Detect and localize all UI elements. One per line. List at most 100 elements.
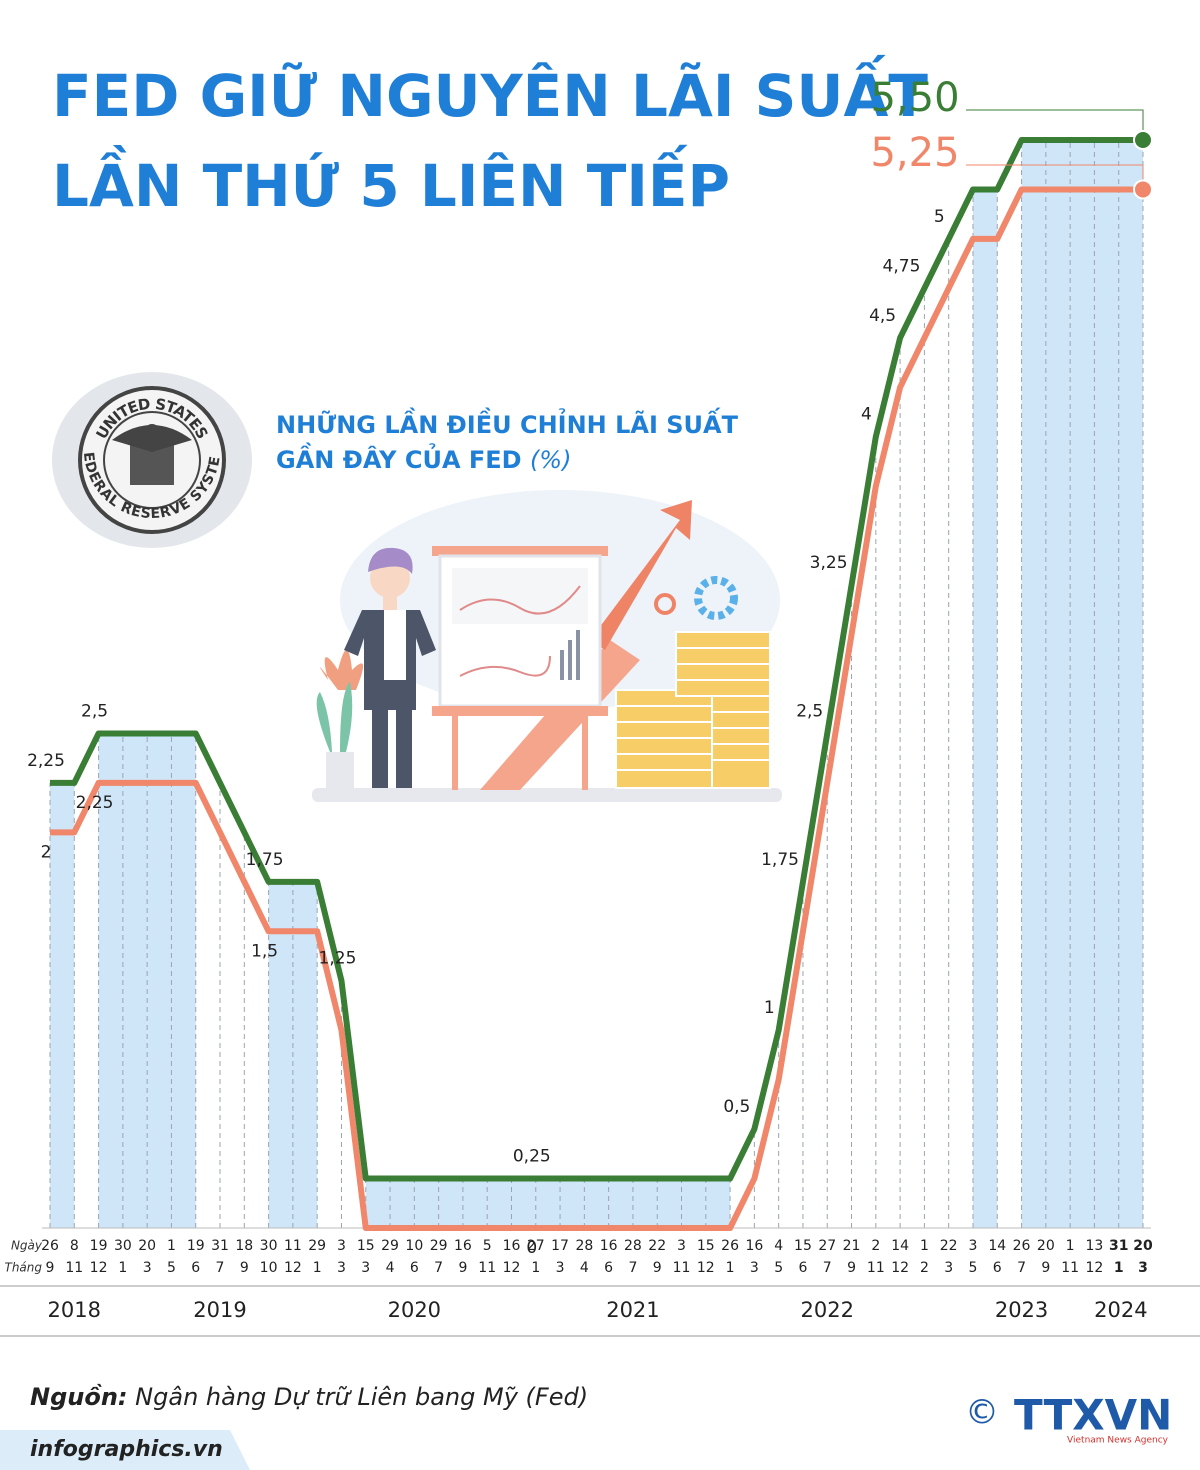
day-label: 8 [70, 1238, 79, 1254]
day-label: 26 [41, 1238, 59, 1254]
rate-band [657, 1178, 682, 1228]
value-label: 4,5 [869, 306, 896, 326]
source-label: Nguồn: [30, 1382, 128, 1411]
source: Nguồn: Ngân hàng Dự trữ Liên bang Mỹ (Fe… [30, 1382, 588, 1411]
month-label: 1 [313, 1260, 322, 1276]
plot: 2,25 2,5 1,75 1,25 0,25 0,5 1 1,75 2,5 3,25 4 4,5 4,… [0, 75, 1200, 1337]
day-label: 18 [235, 1238, 253, 1254]
day-label: 15 [794, 1238, 812, 1254]
rate-band [632, 1178, 658, 1228]
rate-band [511, 1178, 536, 1228]
end-point [1133, 179, 1153, 200]
value-label: 4 [861, 405, 872, 425]
month-label: 1 [1114, 1260, 1124, 1276]
day-label: 10 [405, 1238, 423, 1254]
day-label: 30 [114, 1238, 132, 1254]
value-label: 1,25 [319, 949, 357, 969]
day-label: 5 [483, 1238, 492, 1254]
day-label: 27 [527, 1238, 545, 1254]
copyright: © [965, 1393, 999, 1433]
day-header: Ngày [11, 1239, 43, 1253]
month-label: 1 [531, 1260, 540, 1276]
day-label: 28 [624, 1238, 642, 1254]
month-label: 3 [944, 1260, 953, 1276]
value-label: 5 [934, 207, 945, 227]
month-label: 1 [726, 1260, 735, 1276]
value-label: 0,5 [723, 1097, 750, 1117]
day-label: 29 [430, 1238, 448, 1254]
value-label: 2,5 [81, 701, 108, 721]
day-label: 3 [337, 1238, 346, 1254]
month-label: 7 [216, 1260, 225, 1276]
rate-band [390, 1178, 415, 1228]
subtitle: NHỮNG LẦN ĐIỀU CHỈNH LÃI SUẤT [276, 406, 739, 439]
value-label: 4,75 [883, 256, 921, 276]
year-label: 2023 [995, 1298, 1048, 1322]
site: infographics.vn [30, 1437, 223, 1462]
month-label: 11 [65, 1260, 83, 1276]
month-label: 12 [503, 1260, 521, 1276]
value-label: 1,5 [251, 941, 278, 961]
day-label: 14 [891, 1238, 909, 1254]
end-point [1133, 130, 1153, 150]
day-label: 19 [187, 1238, 205, 1254]
day-label: 22 [940, 1238, 958, 1254]
month-label: 12 [90, 1260, 108, 1276]
rate-band [414, 1178, 439, 1228]
month-label: 9 [458, 1260, 467, 1276]
day-label: 1 [167, 1238, 176, 1254]
rate-band [972, 189, 998, 1228]
month-label: 12 [284, 1260, 302, 1276]
month-label: 6 [993, 1260, 1002, 1276]
day-label: 4 [774, 1238, 783, 1254]
value-label: 2 [41, 842, 52, 862]
day-label: 21 [843, 1238, 861, 1254]
day-label: 14 [988, 1238, 1006, 1254]
rate-band [1021, 140, 1046, 1228]
day-label: 29 [308, 1238, 326, 1254]
month-label: 12 [891, 1260, 909, 1276]
month-label: 2 [920, 1260, 929, 1276]
month-label: 9 [1041, 1260, 1050, 1276]
year-label: 2018 [48, 1298, 101, 1322]
value-label: 0,25 [513, 1147, 551, 1167]
value-label: 0 [526, 1238, 537, 1258]
rate-band [535, 1178, 561, 1228]
month-label: 10 [260, 1260, 278, 1276]
day-label: 20 [1133, 1238, 1153, 1254]
year-label: 2022 [801, 1298, 854, 1322]
rate-band [122, 733, 148, 1228]
month-label: 6 [604, 1260, 613, 1276]
logo: TTXVN [1014, 1391, 1172, 1440]
rate-band [50, 782, 75, 1228]
rate-band [1118, 140, 1143, 1228]
rate-band [705, 1178, 731, 1228]
month-label: 9 [847, 1260, 856, 1276]
day-label: 26 [721, 1238, 739, 1254]
rate-band [487, 1178, 512, 1228]
day-label: 16 [745, 1238, 763, 1254]
month-label: 4 [386, 1260, 395, 1276]
month-label: 6 [410, 1260, 419, 1276]
leader-line [966, 109, 1144, 140]
rate-band [438, 1178, 463, 1228]
month-label: 3 [750, 1260, 759, 1276]
value-label: 1 [764, 998, 775, 1018]
year-label: 2021 [606, 1298, 659, 1322]
month-label: 7 [434, 1260, 443, 1276]
rate-band [171, 733, 196, 1228]
value-label: 2,25 [27, 751, 65, 771]
month-label: 11 [673, 1260, 691, 1276]
month-label: 3 [361, 1260, 370, 1276]
footer-band [0, 1430, 250, 1470]
month-label: 12 [1086, 1260, 1104, 1276]
month-label: 3 [556, 1260, 565, 1276]
month-label: 4 [580, 1260, 589, 1276]
end-value-label: 5,25 [870, 130, 959, 176]
rate-band [1070, 140, 1095, 1228]
rate-band [365, 1178, 391, 1228]
end-value-label: 5,50 [870, 75, 959, 121]
rate-band [1094, 140, 1119, 1228]
day-label: 31 [211, 1238, 229, 1254]
